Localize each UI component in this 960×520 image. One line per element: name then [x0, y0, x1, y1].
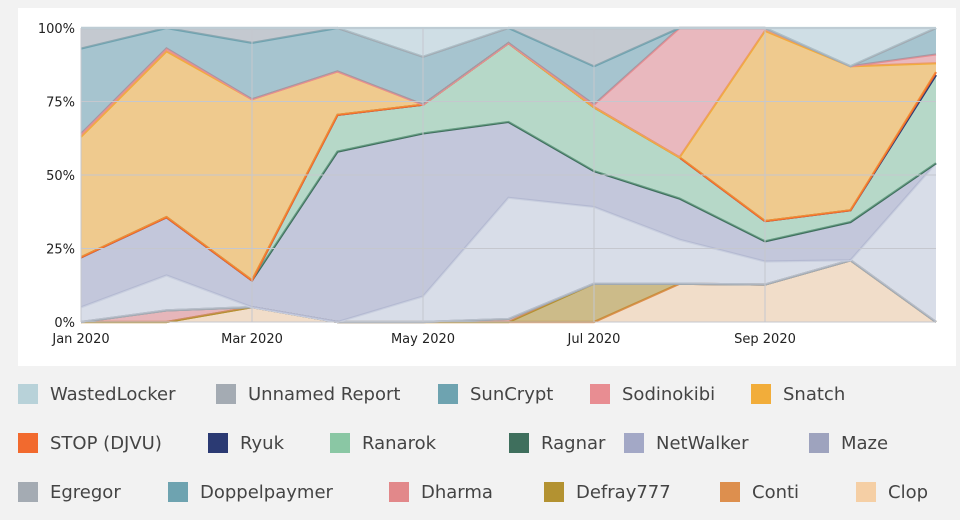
legend-label: Defray777	[576, 481, 671, 503]
legend-item-clop[interactable]: Clop	[856, 478, 928, 506]
area-dharma	[81, 260, 936, 322]
legend-swatch	[590, 384, 610, 404]
y-tick-label: 100%	[38, 22, 75, 37]
area-wastedlocker	[81, 28, 936, 67]
legend-label: Doppelpaymer	[200, 481, 333, 503]
legend-swatch	[208, 433, 228, 453]
legend-label: Ryuk	[240, 432, 285, 454]
legend-item-egregor[interactable]: Egregor	[18, 478, 121, 506]
legend-swatch	[809, 433, 829, 453]
legend-swatch	[438, 384, 458, 404]
legend-item-suncrypt[interactable]: SunCrypt	[438, 380, 553, 408]
x-tick-label: Mar 2020	[221, 332, 283, 347]
y-tick-label: 25%	[46, 243, 75, 258]
chart-card: 0% 25% 50% 75% 100% Jan 2020 Mar 2020 May 2020 J…	[18, 8, 956, 366]
legend-swatch	[389, 482, 409, 502]
legend-label: Maze	[841, 432, 889, 454]
legend-item-dharma[interactable]: Dharma	[389, 478, 493, 506]
legend-swatch	[216, 384, 236, 404]
legend-label: Clop	[888, 481, 929, 503]
area-maze	[81, 163, 936, 322]
legend-swatch	[720, 482, 740, 502]
area-ranarok	[81, 43, 936, 281]
y-tick-label: 0%	[54, 316, 75, 331]
legend-item-wastedlocker[interactable]: WastedLocker	[18, 380, 176, 408]
legend-label: Sodinokibi	[622, 383, 716, 405]
legend-label: Snatch	[783, 383, 846, 405]
y-tick-label: 50%	[46, 169, 75, 184]
legend-swatch	[509, 433, 529, 453]
legend-label: SunCrypt	[470, 383, 554, 405]
legend-label: Ranarok	[362, 432, 437, 454]
legend-swatch	[18, 482, 38, 502]
chart-legend: WastedLocker Unnamed Report SunCrypt Sodino…	[18, 370, 956, 516]
area-sodinokibi	[81, 28, 936, 158]
legend-item-maze[interactable]: Maze	[809, 429, 888, 457]
legend-label: Dharma	[421, 481, 493, 503]
x-tick-label: Sep 2020	[734, 332, 796, 347]
legend-item-doppelpaymer[interactable]: Doppelpaymer	[168, 478, 333, 506]
legend-item-ranarok[interactable]: Ranarok	[330, 429, 436, 457]
x-tick-label: Jan 2020	[51, 332, 109, 347]
legend-item-ryuk[interactable]: Ryuk	[208, 429, 284, 457]
legend-label: NetWalker	[656, 432, 749, 454]
legend-swatch	[856, 482, 876, 502]
x-tick-label: May 2020	[391, 332, 455, 347]
legend-swatch	[624, 433, 644, 453]
legend-item-unnamed-report[interactable]: Unnamed Report	[216, 380, 400, 408]
legend-label: WastedLocker	[50, 383, 176, 405]
legend-item-netwalker[interactable]: NetWalker	[624, 429, 749, 457]
legend-label: Egregor	[50, 481, 121, 503]
legend-swatch	[168, 482, 188, 502]
legend-swatch	[18, 384, 38, 404]
legend-label: Unnamed Report	[248, 383, 401, 405]
legend-item-stop-djvu[interactable]: STOP (DJVU)	[18, 429, 162, 457]
area-snatch	[81, 30, 936, 281]
legend-item-ragnar[interactable]: Ragnar	[509, 429, 605, 457]
area-netwalker	[81, 121, 936, 322]
area-suncrypt	[81, 28, 936, 134]
legend-swatch	[18, 433, 38, 453]
y-tick-label: 75%	[46, 96, 75, 111]
x-tick-label: Jul 2020	[567, 332, 621, 347]
legend-label: Ragnar	[541, 432, 606, 454]
area-clop	[81, 260, 936, 322]
legend-swatch	[544, 482, 564, 502]
legend-label: STOP (DJVU)	[50, 432, 162, 454]
legend-label: Conti	[752, 481, 800, 503]
legend-swatch	[751, 384, 771, 404]
legend-item-defray777[interactable]: Defray777	[544, 478, 671, 506]
legend-item-conti[interactable]: Conti	[720, 478, 799, 506]
legend-item-sodinokibi[interactable]: Sodinokibi	[590, 380, 715, 408]
legend-item-snatch[interactable]: Snatch	[751, 380, 845, 408]
stacked-area-chart: 0% 25% 50% 75% 100% Jan 2020 Mar 2020 May 2020 J…	[38, 22, 937, 347]
legend-swatch	[330, 433, 350, 453]
